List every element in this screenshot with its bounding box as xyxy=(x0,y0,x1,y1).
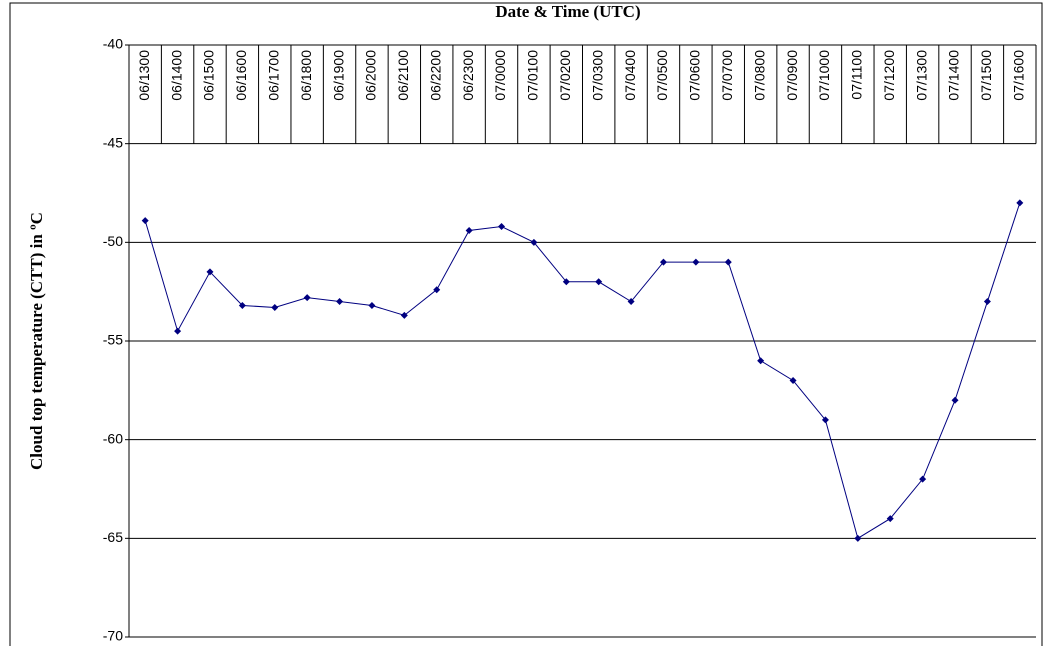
x-tick-label: 06/1500 xyxy=(201,50,217,101)
y-tick-label: -50 xyxy=(103,233,123,249)
x-tick-label: 07/1500 xyxy=(978,50,994,101)
x-tick-label: 07/1300 xyxy=(913,50,929,101)
x-tick-label: 06/1600 xyxy=(233,50,249,101)
x-tick-label: 06/1400 xyxy=(168,50,184,101)
data-point xyxy=(789,376,797,384)
x-tick-label: 07/1100 xyxy=(849,50,865,100)
data-point xyxy=(238,301,246,309)
x-tick-label: 07/0200 xyxy=(557,50,573,101)
data-point xyxy=(983,298,991,306)
data-point xyxy=(724,258,732,266)
y-tick-label: -65 xyxy=(103,529,123,545)
x-tick-label: 07/1600 xyxy=(1011,50,1027,101)
x-tick-label: 07/1000 xyxy=(816,50,832,101)
data-point xyxy=(271,303,279,311)
x-tick-label: 06/1900 xyxy=(330,50,346,101)
x-tick-label: 07/0900 xyxy=(784,50,800,101)
x-tick-label: 06/2000 xyxy=(363,50,379,101)
x-tick-label: 07/1200 xyxy=(881,50,897,101)
data-point xyxy=(498,223,506,231)
data-point xyxy=(368,301,376,309)
data-point xyxy=(1016,199,1024,207)
x-tick-label: 07/0400 xyxy=(622,50,638,101)
data-point xyxy=(303,294,311,302)
chart-title: Date & Time (UTC) xyxy=(495,2,640,21)
data-point xyxy=(336,298,344,306)
data-point xyxy=(562,278,570,286)
x-tick-label: 06/2200 xyxy=(427,50,443,101)
data-line xyxy=(144,202,1021,540)
x-tick-label: 07/0300 xyxy=(589,50,605,101)
data-point xyxy=(595,278,603,286)
x-tick-label: 06/2300 xyxy=(460,50,476,101)
data-point xyxy=(854,534,862,542)
x-tick-label: 07/0800 xyxy=(751,50,767,101)
y-tick-label: -40 xyxy=(103,36,123,52)
y-tick-label: -55 xyxy=(103,332,123,348)
data-point xyxy=(530,238,538,246)
data-point xyxy=(919,475,927,483)
data-point xyxy=(465,226,473,234)
x-tick-label: 07/1400 xyxy=(946,50,962,101)
data-point xyxy=(692,258,700,266)
data-point xyxy=(174,327,182,335)
x-tick-label: 07/0600 xyxy=(687,50,703,101)
data-point xyxy=(886,515,894,523)
data-point xyxy=(627,298,635,306)
data-point xyxy=(206,268,214,276)
x-tick-label: 07/0700 xyxy=(719,50,735,101)
y-tick-label: -45 xyxy=(103,134,123,150)
x-tick-label: 07/0100 xyxy=(525,50,541,101)
y-tick-label: -60 xyxy=(103,430,123,446)
data-point xyxy=(433,286,441,294)
data-point xyxy=(757,357,765,365)
x-tick-label: 07/0500 xyxy=(654,50,670,101)
x-tick-label: 07/0000 xyxy=(492,50,508,101)
data-point xyxy=(659,258,667,266)
data-point xyxy=(951,396,959,404)
x-tick-label: 06/1300 xyxy=(136,50,152,101)
data-point xyxy=(821,416,829,424)
y-tick-label: -70 xyxy=(103,628,123,644)
chart-frame xyxy=(9,2,1043,646)
x-tick-label: 06/2100 xyxy=(395,50,411,101)
x-tick-label: 06/1800 xyxy=(298,50,314,101)
y-axis-label: Cloud top temperature (CTT) in ºC xyxy=(27,212,46,470)
data-point xyxy=(400,311,408,319)
x-tick-label: 06/1700 xyxy=(265,50,281,101)
data-point xyxy=(141,217,149,225)
